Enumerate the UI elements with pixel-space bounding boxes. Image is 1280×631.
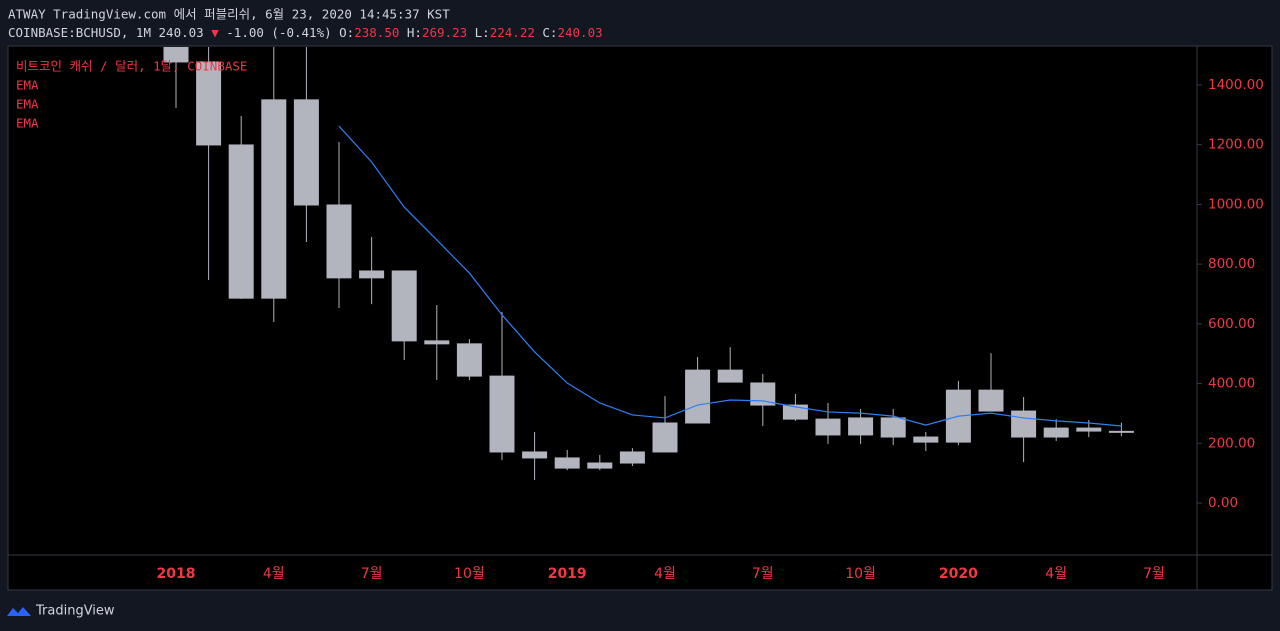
x-tick-label: 4월 (1045, 566, 1067, 582)
candle-body (196, 61, 222, 146)
y-tick-label: 0.00 (1208, 495, 1238, 511)
candle-body (391, 270, 417, 342)
header-title: ATWAY TradingView.com 에서 퍼블리쉬, 6월 23, 20… (8, 7, 450, 22)
candle-body (913, 436, 939, 443)
candle-body (652, 422, 678, 453)
candle-body (359, 270, 385, 279)
y-tick-label: 1000.00 (1208, 196, 1264, 212)
x-tick-label: 2019 (548, 566, 587, 582)
candle-body (717, 369, 743, 383)
l-label: L: (475, 25, 490, 40)
x-tick-label: 2018 (157, 566, 196, 582)
h-label: H: (407, 25, 422, 40)
candle-body (815, 418, 841, 436)
x-tick-label: 10월 (845, 566, 876, 582)
candle-body (750, 382, 776, 406)
candle-body (456, 343, 482, 377)
y-tick-label: 600.00 (1208, 316, 1255, 332)
candle-body (880, 417, 906, 438)
candle-body (163, 47, 189, 63)
c-label: C: (542, 25, 557, 40)
candle-body (619, 451, 645, 464)
x-tick-label: 10월 (454, 566, 485, 582)
x-tick-label: 2020 (939, 566, 978, 582)
candle-body (685, 369, 711, 424)
header-quote: COINBASE:BCHUSD, 1M 240.03 ▼ -1.00 (-0.4… (8, 25, 603, 40)
legend-entry: EMA (16, 97, 39, 112)
brand[interactable]: TradingView (35, 604, 115, 619)
candle-body (848, 417, 874, 436)
candle-body (978, 389, 1004, 412)
candle-body (326, 204, 352, 279)
y-tick-label: 200.00 (1208, 435, 1255, 451)
candle-body (293, 99, 319, 206)
change: -1.00 (-0.41%) (226, 25, 331, 40)
y-tick-label: 800.00 (1208, 256, 1255, 272)
x-tick-label: 7월 (361, 566, 383, 582)
candle-body (587, 462, 613, 469)
candle-body (1076, 427, 1102, 432)
x-tick-label: 7월 (1143, 566, 1165, 582)
candle-body (782, 404, 808, 420)
plot (163, 47, 1134, 481)
candle-body (489, 375, 515, 453)
y-tick-label: 1200.00 (1208, 137, 1264, 153)
candle-body (522, 451, 548, 459)
x-tick-label: 7월 (752, 566, 774, 582)
legend-entry: EMA (16, 78, 39, 93)
candle-body (1108, 430, 1134, 433)
ema-line (338, 125, 1122, 427)
o-value: 238.50 (354, 25, 399, 40)
symbol: COINBASE:BCHUSD, 1M 240.03 (8, 25, 204, 40)
legend-entry: EMA (16, 116, 39, 131)
candle-body (228, 144, 254, 299)
x-tick-label: 4월 (263, 566, 285, 582)
candle-body (261, 99, 287, 299)
candle-body (554, 457, 580, 469)
candle-body (424, 340, 450, 345)
x-tick-label: 4월 (654, 566, 676, 582)
candle-body (1011, 410, 1037, 438)
legend-entry: 비트코인 캐쉬 / 달러, 1달, COINBASE (16, 59, 247, 74)
y-tick-label: 400.00 (1208, 376, 1255, 392)
arrow: ▼ (211, 25, 219, 40)
h-value: 269.23 (422, 25, 467, 40)
y-tick-label: 1400.00 (1208, 77, 1264, 93)
l-value: 224.22 (490, 25, 535, 40)
candle-body (1043, 427, 1069, 438)
c-value: 240.03 (557, 25, 602, 40)
logo: TradingView (7, 604, 115, 619)
o-label: O: (339, 25, 354, 40)
